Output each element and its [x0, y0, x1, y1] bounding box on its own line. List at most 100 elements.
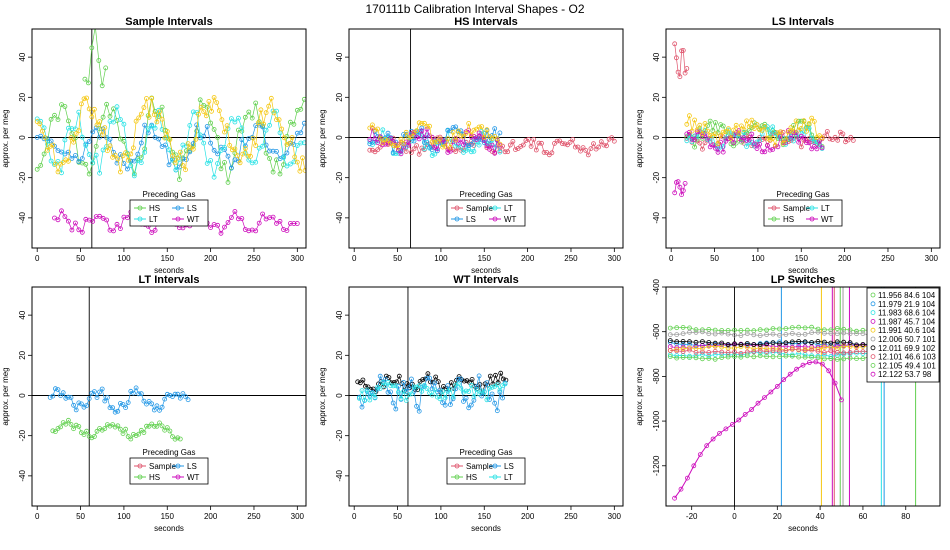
data-point [287, 140, 292, 146]
data-point [700, 349, 705, 355]
y-tick-label: -20 [335, 429, 344, 441]
data-point [255, 120, 261, 126]
data-point [713, 120, 718, 125]
data-point [707, 118, 713, 124]
data-point [720, 123, 726, 129]
legend-marker [870, 336, 876, 342]
x-tick-label: 100 [117, 254, 131, 263]
data-point [476, 373, 482, 379]
data-point [450, 129, 456, 135]
data-point [726, 136, 731, 142]
data-point [675, 69, 681, 75]
data-point [55, 425, 61, 431]
data-point [585, 152, 591, 158]
data-point [111, 228, 116, 234]
data-point [141, 105, 147, 110]
data-point [276, 117, 282, 123]
data-point [679, 192, 684, 198]
data-point [432, 139, 438, 145]
data-point [764, 354, 769, 359]
data-point [76, 400, 82, 406]
data-point [498, 370, 504, 376]
data-point [159, 116, 165, 122]
plot-frame [665, 286, 941, 507]
data-point [789, 325, 795, 331]
data-point [476, 142, 482, 148]
data-point [710, 142, 716, 148]
series-wt-curve [672, 359, 844, 501]
data-point [433, 374, 439, 380]
data-point [796, 354, 802, 360]
data-point [118, 117, 123, 122]
data-point [167, 428, 173, 434]
data-point [406, 392, 412, 398]
data-point [715, 149, 721, 155]
data-point [60, 160, 66, 165]
data-point [531, 136, 537, 142]
data-point [175, 391, 181, 397]
data-point [90, 129, 96, 135]
data-point [58, 424, 63, 430]
data-point [770, 354, 776, 360]
data-point [802, 348, 808, 354]
data-point [300, 155, 305, 161]
y-axis-label: approx. per meg [635, 109, 644, 167]
data-point [41, 151, 47, 157]
data-point [847, 355, 853, 361]
data-point [674, 325, 680, 331]
data-point [215, 134, 221, 140]
data-point [47, 143, 53, 149]
data-point [453, 382, 459, 388]
data-point [365, 384, 371, 390]
data-point [832, 380, 838, 386]
legend: Preceding Gas Sample LT HS WT [763, 190, 843, 227]
data-point [783, 348, 789, 354]
data-point [770, 331, 776, 337]
data-point [232, 119, 238, 125]
data-point [484, 380, 490, 386]
y-tick-label: 40 [335, 52, 344, 61]
data-point [822, 327, 827, 333]
data-point [225, 153, 231, 159]
data-point [172, 391, 178, 397]
data-point [815, 355, 821, 361]
data-point [674, 55, 679, 61]
data-point [66, 149, 71, 155]
data-point [700, 146, 705, 152]
data-point [471, 142, 477, 148]
data-point [204, 160, 210, 166]
data-point [157, 420, 162, 426]
data-point [301, 96, 306, 102]
data-point [815, 353, 821, 359]
data-point [228, 116, 234, 121]
data-point [214, 100, 220, 105]
y-tick-label: 0 [335, 135, 344, 140]
data-point [382, 383, 388, 389]
data-point [751, 349, 757, 354]
data-point [802, 354, 808, 360]
data-point [94, 428, 100, 434]
data-point [479, 388, 485, 394]
data-point [81, 432, 87, 438]
data-point [752, 126, 757, 131]
data-point [834, 356, 840, 362]
data-point [565, 142, 570, 148]
data-point [742, 411, 748, 417]
data-point [118, 426, 123, 432]
x-tick-label: 0 [352, 254, 357, 263]
data-point [796, 118, 802, 124]
data-point [414, 403, 420, 409]
data-point [69, 126, 75, 132]
data-point [294, 159, 300, 165]
legend-marker [492, 216, 498, 222]
data-point [749, 407, 754, 412]
data-point [466, 389, 472, 394]
legend: Preceding Gas Sample LS HS WT [129, 448, 209, 485]
x-axis-label: seconds [788, 524, 818, 533]
data-point [744, 353, 750, 359]
panels: Sample Intervals seconds approx. per meg 0 5… [1, 16, 941, 533]
data-point [125, 215, 130, 221]
y-tick-label: 0 [652, 135, 661, 140]
data-point [34, 166, 40, 172]
data-point [712, 348, 718, 354]
